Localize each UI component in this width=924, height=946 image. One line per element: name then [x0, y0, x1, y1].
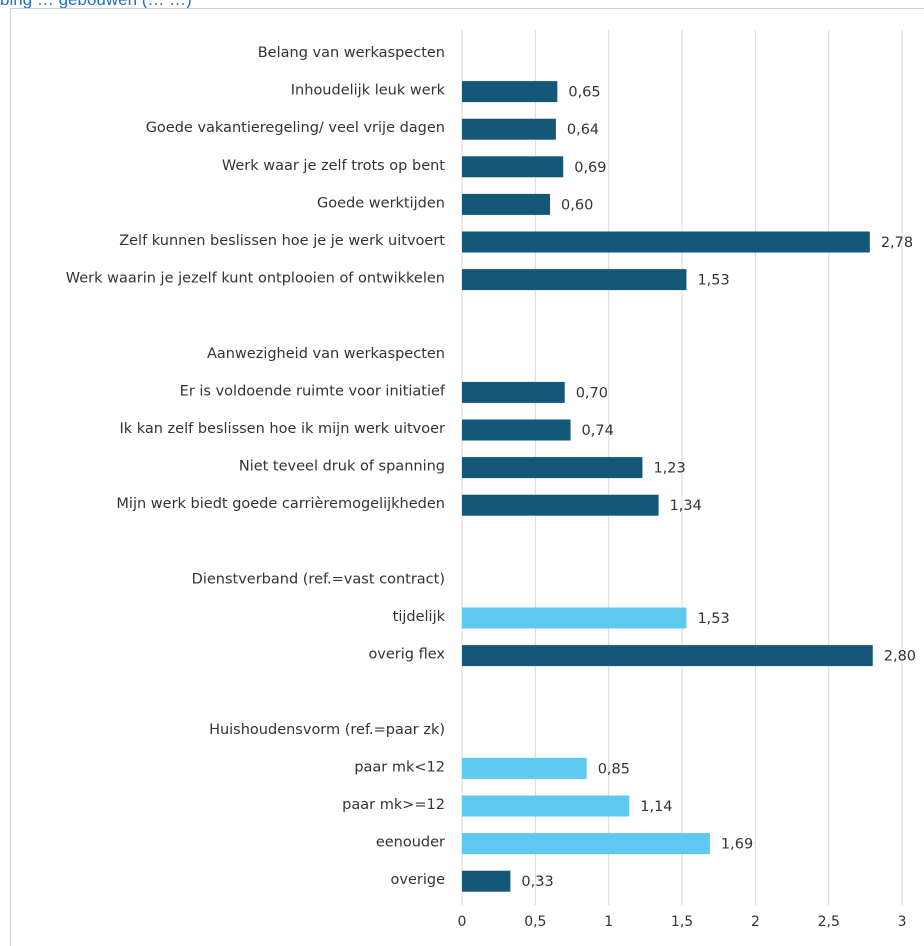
value-label: 0,65 [568, 85, 600, 101]
x-tick-label: 2 [751, 914, 760, 930]
group-header-label: Dienstverband (ref.=vast contract) [192, 571, 445, 587]
group-header-label: Huishoudensvorm (ref.=paar zk) [209, 722, 445, 738]
value-label: 1,53 [697, 273, 729, 289]
value-label: 0,69 [574, 160, 606, 176]
category-label: Mijn werk biedt goede carrièremogelijkhe… [116, 496, 445, 512]
value-label: 0,60 [561, 197, 593, 213]
category-label: Er is voldoende ruimte voor initiatief [180, 383, 446, 399]
value-label: 1,23 [653, 461, 685, 477]
group-header-label: Aanwezigheid van werkaspecten [207, 346, 445, 362]
value-label: 1,69 [721, 837, 753, 853]
bar [462, 645, 873, 667]
value-label: 0,70 [576, 385, 608, 401]
bar [462, 381, 565, 403]
x-tick-label: 3 [898, 914, 907, 930]
bar [462, 118, 556, 140]
category-label: Niet teveel druk of spanning [239, 459, 445, 475]
page-title: bing … gebouwen (… …) [0, 0, 192, 10]
value-label: 1,53 [697, 611, 729, 627]
bar [462, 795, 630, 817]
category-label: overige [391, 872, 446, 888]
bar [462, 419, 571, 441]
category-label: Werk waar je zelf trots op bent [222, 158, 445, 174]
x-tick-label: 2,5 [818, 914, 840, 930]
value-labels: 0,65 0,64 0,69 0,60 2,78 1,53 0,70 0,74 1,23 1,34… [521, 85, 916, 891]
group-header-label: Belang van werkaspecten [258, 45, 445, 61]
value-label: 2,80 [884, 649, 916, 665]
bar [462, 870, 511, 892]
category-label: Werk waarin je jezelf kunt ontplooien of… [66, 271, 445, 287]
bar [462, 231, 870, 253]
category-label: eenouder [376, 835, 445, 851]
bar [462, 494, 659, 516]
bar [462, 193, 551, 215]
category-label: Zelf kunnen beslissen hoe je je werk uit… [119, 233, 445, 249]
bar [462, 833, 710, 855]
chart-frame [10, 8, 924, 946]
category-label: Inhoudelijk leuk werk [291, 83, 446, 99]
bar [462, 757, 587, 779]
x-tick-label: 1 [604, 914, 613, 930]
bar [462, 269, 687, 291]
x-tick-label: 0,5 [524, 914, 546, 930]
category-labels: Belang van werkaspecten Inhoudelijk leuk … [66, 45, 446, 888]
category-label: paar mk>=12 [342, 797, 445, 813]
value-label: 1,14 [640, 799, 672, 815]
bar [462, 81, 558, 103]
value-label: 0,85 [598, 761, 630, 777]
bars [462, 81, 873, 892]
x-axis-ticks: 0 0,5 1 1,5 2 2,5 3 [458, 914, 907, 930]
category-label: overig flex [368, 647, 445, 663]
value-label: 1,34 [670, 498, 702, 514]
value-label: 0,33 [521, 874, 553, 890]
category-label: Ik kan zelf beslissen hoe ik mijn werk u… [119, 421, 445, 437]
bar [462, 607, 687, 629]
value-label: 0,64 [567, 122, 599, 138]
x-tick-label: 0 [458, 914, 467, 930]
x-tick-label: 1,5 [671, 914, 693, 930]
category-label: paar mk<12 [354, 759, 445, 775]
bar [462, 457, 643, 479]
value-label: 2,78 [881, 235, 913, 251]
value-label: 0,74 [582, 423, 614, 439]
category-label: tijdelijk [393, 609, 446, 625]
category-label: Goede werktijden [317, 195, 445, 211]
bar [462, 156, 564, 178]
category-label: Goede vakantieregeling/ veel vrije dagen [146, 120, 445, 136]
